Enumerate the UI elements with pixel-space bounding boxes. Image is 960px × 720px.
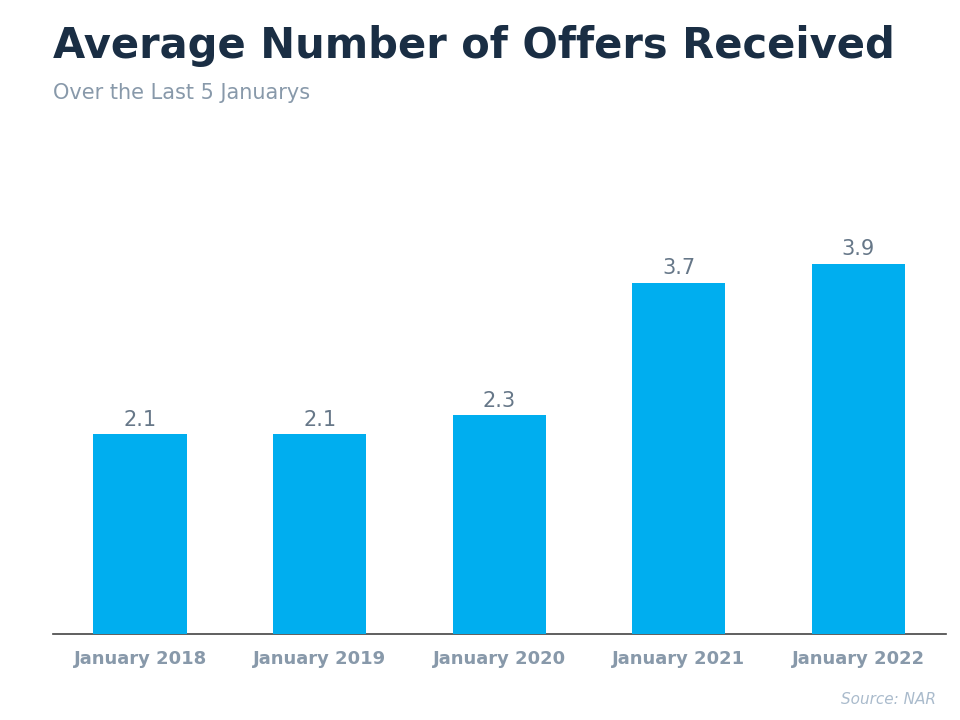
Text: 3.9: 3.9 xyxy=(842,239,875,259)
Bar xyxy=(811,264,905,634)
Text: 2.1: 2.1 xyxy=(124,410,156,430)
Bar xyxy=(452,415,546,634)
Text: Source: NAR: Source: NAR xyxy=(841,692,936,707)
Bar xyxy=(93,434,187,634)
Text: 2.3: 2.3 xyxy=(483,391,516,410)
Text: 2.1: 2.1 xyxy=(303,410,336,430)
Text: 3.7: 3.7 xyxy=(662,258,695,278)
Text: Average Number of Offers Received: Average Number of Offers Received xyxy=(53,25,895,67)
Bar xyxy=(632,282,726,634)
Bar xyxy=(273,434,367,634)
Text: Over the Last 5 Januarys: Over the Last 5 Januarys xyxy=(53,83,310,103)
